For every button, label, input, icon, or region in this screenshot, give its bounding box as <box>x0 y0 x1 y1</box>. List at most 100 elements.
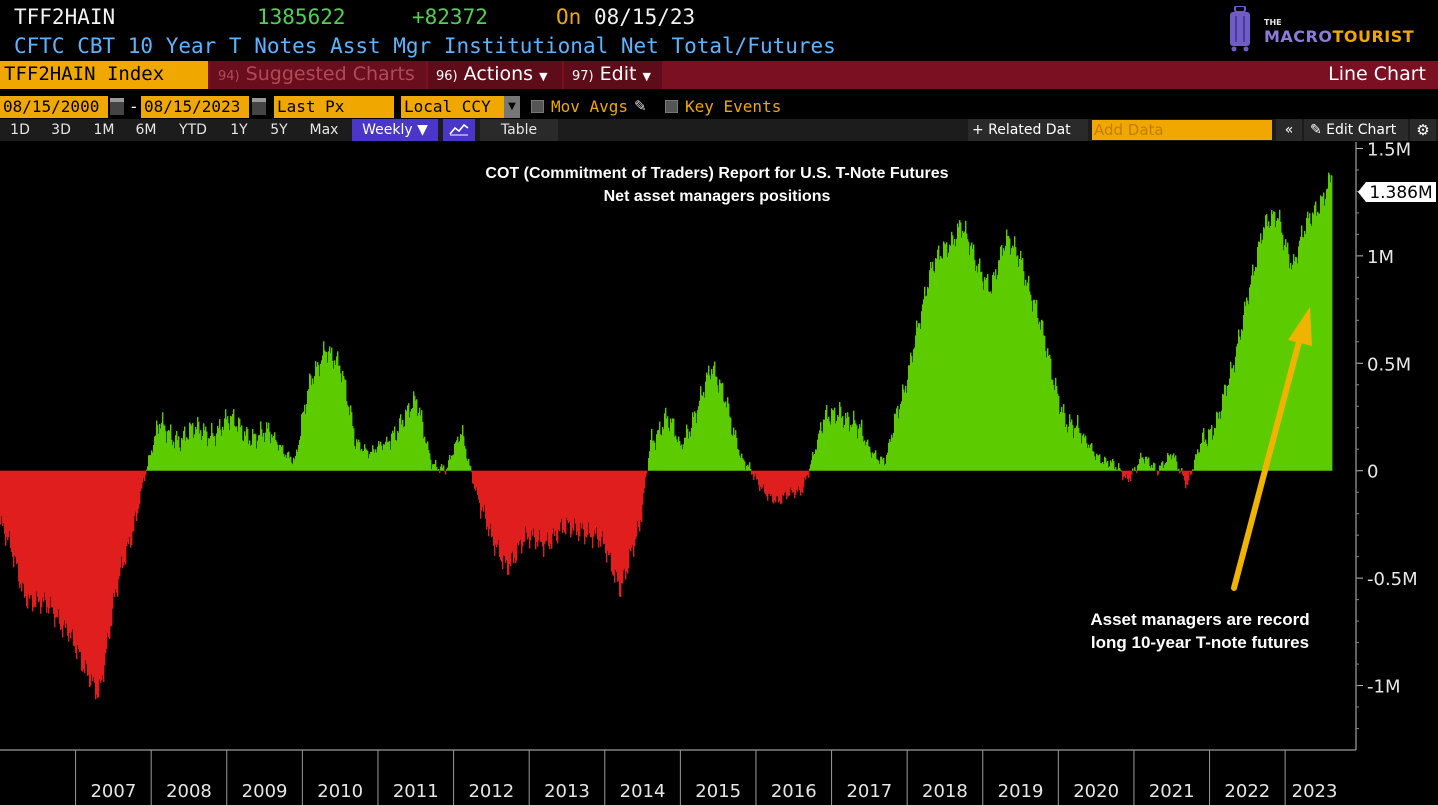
area-bar <box>354 445 356 471</box>
area-bar <box>575 470 577 524</box>
area-bar <box>472 470 474 484</box>
area-bar <box>1254 271 1256 471</box>
area-bar <box>1038 324 1040 471</box>
area-bar <box>457 436 459 471</box>
area-bar <box>306 404 308 471</box>
area-bar <box>782 470 784 496</box>
area-bar <box>983 289 985 471</box>
period-5y-button[interactable]: 5Y <box>270 122 288 138</box>
area-bar <box>1128 470 1130 482</box>
edit-chart-button[interactable]: ✎ Edit Chart <box>1304 119 1408 141</box>
area-bar <box>1075 427 1077 471</box>
pencil-icon[interactable]: ✎ <box>634 97 647 115</box>
area-bar <box>341 382 343 471</box>
period-3d-button[interactable]: 3D <box>51 122 71 138</box>
period-ytd-button[interactable]: YTD <box>179 122 207 138</box>
key-events-checkbox[interactable] <box>665 100 678 113</box>
area-bar <box>1017 255 1019 471</box>
field-selector[interactable]: Last Px <box>274 96 394 118</box>
area-bar <box>668 427 670 471</box>
area-bar <box>807 470 809 476</box>
area-bar <box>1315 201 1317 471</box>
area-bar <box>1 470 3 517</box>
area-bar <box>232 414 234 471</box>
area-bar <box>121 470 123 557</box>
calendar-icon[interactable] <box>110 98 124 115</box>
area-bar <box>109 470 111 639</box>
table-button[interactable]: Table <box>480 119 558 141</box>
area-bar <box>1330 182 1332 471</box>
calendar-icon[interactable] <box>252 98 266 115</box>
end-date-field[interactable]: 08/15/2023 <box>141 96 249 118</box>
area-bar <box>338 365 340 471</box>
area-bar <box>238 417 240 471</box>
area-bar <box>1175 455 1177 471</box>
currency-selector[interactable]: Local CCY <box>401 96 504 118</box>
area-bar <box>1299 240 1301 471</box>
area-bar <box>962 230 964 471</box>
area-bar <box>145 470 147 475</box>
x-tick-label: 2019 <box>998 781 1044 802</box>
area-bar <box>456 440 458 471</box>
area-bar <box>1228 384 1230 471</box>
area-bar <box>1029 291 1031 471</box>
area-bar <box>826 404 828 471</box>
area-bar <box>508 470 510 575</box>
area-bar <box>223 430 225 471</box>
related-data-button[interactable]: + Related Dat <box>968 119 1088 141</box>
start-date-field[interactable]: 08/15/2000 <box>0 96 108 118</box>
add-data-input[interactable]: Add Data <box>1092 120 1272 140</box>
area-bar <box>103 470 105 682</box>
area-bar <box>891 434 893 471</box>
area-bar <box>951 231 953 471</box>
x-tick-label: 2023 <box>1292 781 1338 802</box>
area-bar <box>710 379 712 471</box>
area-bar <box>539 470 541 530</box>
area-bar <box>255 434 257 471</box>
area-bar <box>99 470 101 680</box>
period-1m-button[interactable]: 1M <box>93 122 115 138</box>
area-bar <box>751 470 753 475</box>
actions-menu-button[interactable]: 96) Actions ▼ <box>428 61 562 89</box>
collapse-icon[interactable]: « <box>1276 119 1302 141</box>
area-bar <box>836 420 838 471</box>
area-bar <box>825 409 827 471</box>
area-bar <box>251 444 253 471</box>
security-index-field[interactable]: TFF2HAIN Index <box>0 61 208 89</box>
area-bar <box>157 425 159 471</box>
period-6m-button[interactable]: 6M <box>135 122 157 138</box>
period-1d-button[interactable]: 1D <box>10 122 30 138</box>
area-bar <box>943 241 945 471</box>
area-bar <box>773 470 775 504</box>
area-bar <box>330 352 332 471</box>
period-max-button[interactable]: Max <box>309 122 339 138</box>
area-bar <box>1193 469 1195 471</box>
date-separator: - <box>129 97 139 116</box>
area-bar <box>662 427 664 471</box>
gear-icon[interactable]: ⚙ <box>1410 119 1436 141</box>
area-bar <box>269 431 271 471</box>
currency-dropdown-arrow-icon[interactable]: ▼ <box>504 96 520 118</box>
edit-menu-button[interactable]: 97) Edit ▼ <box>564 61 662 89</box>
area-bar <box>135 470 137 512</box>
area-bar <box>800 470 802 496</box>
area-bar <box>1089 448 1091 471</box>
area-bar <box>352 426 354 471</box>
area-bar <box>612 470 614 575</box>
ticker-symbol[interactable]: TFF2HAIN <box>14 5 116 29</box>
area-bar <box>888 442 890 471</box>
line-chart-toggle[interactable] <box>443 119 475 141</box>
area-bar <box>713 365 715 471</box>
area-bar <box>1271 210 1273 471</box>
suggested-charts-button[interactable]: 94) Suggested Charts <box>210 61 426 89</box>
area-bar <box>1003 248 1005 471</box>
area-bar <box>632 470 634 546</box>
mov-avgs-checkbox[interactable] <box>531 100 544 113</box>
area-bar <box>903 389 905 471</box>
area-bar <box>1235 356 1237 471</box>
period-1y-button[interactable]: 1Y <box>230 122 248 138</box>
frequency-selector[interactable]: Weekly ▼ <box>352 119 438 141</box>
area-bar <box>299 439 301 471</box>
area-bar <box>375 449 377 471</box>
area-bar <box>931 268 933 471</box>
